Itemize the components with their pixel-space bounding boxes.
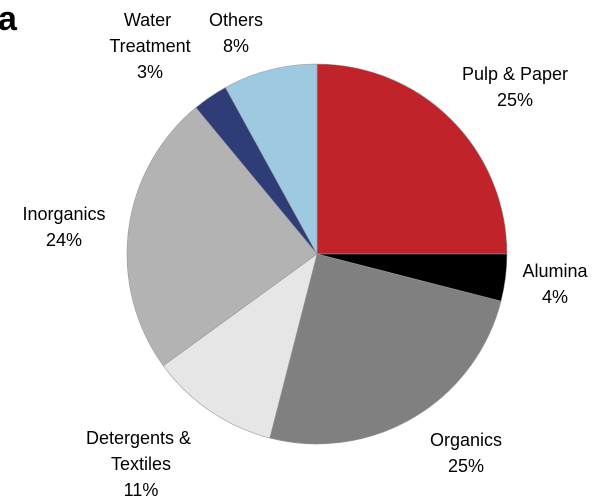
slice-value-label: 11% xyxy=(124,480,159,500)
slice-value-label: 4% xyxy=(542,287,568,307)
panel-label: a xyxy=(0,0,18,38)
slice-label: Others xyxy=(209,10,263,30)
slice-value-label: 25% xyxy=(448,456,484,476)
slice-label: Organics xyxy=(430,430,502,450)
slice-label: Inorganics xyxy=(22,204,105,224)
pie-slice xyxy=(126,107,318,367)
pie-slice xyxy=(225,63,318,255)
slice-value-label: 24% xyxy=(46,230,82,250)
slice-label: Alumina xyxy=(522,261,588,281)
slice-label: Pulp & Paper xyxy=(462,64,568,84)
slice-label: Detergents & Textiles xyxy=(86,428,196,474)
slice-value-label: 8% xyxy=(223,36,249,56)
slice-value-label: 25% xyxy=(497,90,533,110)
pie-slice xyxy=(162,253,318,439)
pie-slice xyxy=(269,253,502,445)
pie-slice xyxy=(316,63,508,255)
slice-value-label: 3% xyxy=(137,62,163,82)
slice-label: Water Treatment xyxy=(109,10,190,56)
